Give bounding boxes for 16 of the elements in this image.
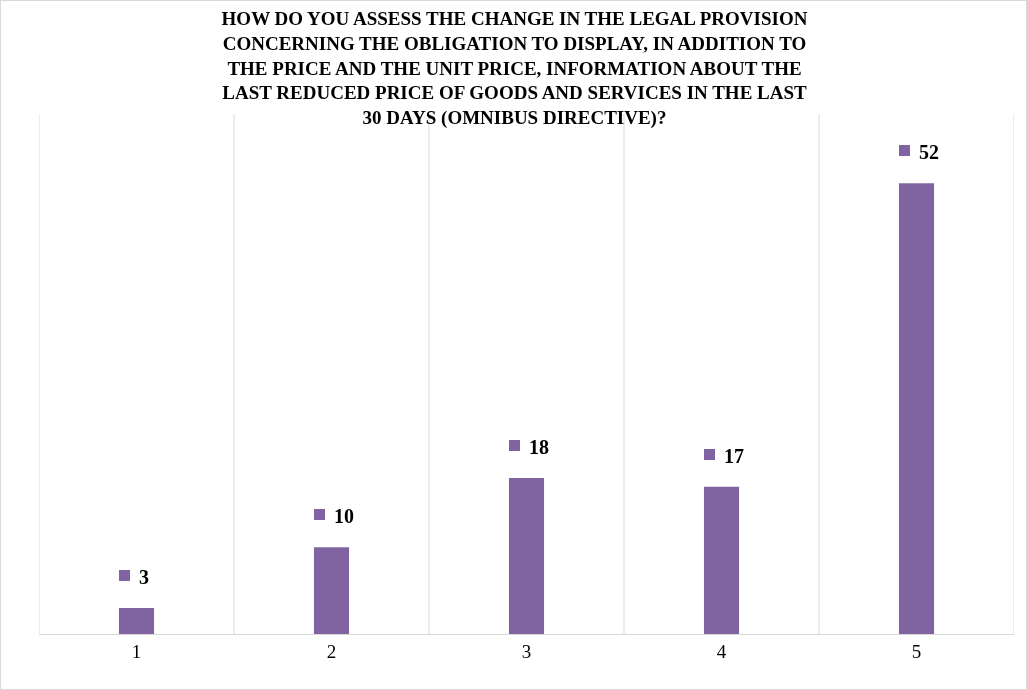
- data-label: 52: [919, 141, 939, 163]
- bar: [118, 608, 155, 634]
- data-label: 18: [529, 436, 549, 458]
- bar: [703, 486, 740, 634]
- bar: [313, 547, 350, 634]
- x-tick-label: 5: [911, 640, 922, 662]
- bar: [508, 478, 545, 634]
- x-tick-label: 4: [716, 640, 727, 662]
- x-tick-label: 1: [131, 640, 142, 662]
- chart-title: HOW DO YOU ASSESS THE CHANGE IN THE LEGAL PROVISION CONCERNING THE OBLIGATION TO DISPLAY, IN ADDITION TO THE PRICE AND THE UNIT PRICE, INFORMATION ABOUT THE LAST REDUCED PRICE OF GOODS AND SERVICES IN THE LAST 30 DAYS (OMNIBUS DIRECTIVE)?: [221, 8, 808, 129]
- x-tick-label: 2: [326, 640, 337, 662]
- data-label: 3: [139, 566, 149, 588]
- bar: [898, 183, 935, 634]
- x-tick-label: 3: [521, 640, 532, 662]
- data-label: 10: [334, 505, 354, 527]
- data-label: 17: [724, 445, 744, 467]
